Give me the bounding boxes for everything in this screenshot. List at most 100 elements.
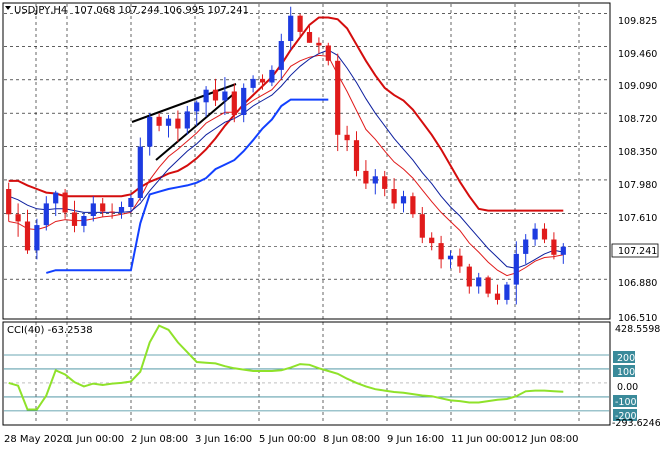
envelope-red-line (8, 16, 564, 212)
candle-body (551, 239, 557, 255)
candle-body (24, 221, 31, 251)
price-tick: 109.825 (618, 16, 657, 27)
price-tick: 109.460 (618, 49, 657, 60)
candle-body (212, 89, 219, 101)
candle-body (372, 176, 378, 184)
candle-body (344, 134, 350, 141)
candle-body (53, 192, 59, 204)
candle-body (363, 170, 369, 184)
price-tick: 107.610 (618, 213, 657, 224)
time-label: 5 Jun 00:00 (259, 434, 316, 445)
candle-body (410, 196, 416, 215)
time-label: 12 Jun 08:00 (515, 434, 579, 445)
candle-body (6, 189, 12, 215)
moving-average-red-line (8, 54, 564, 277)
candle-body (466, 266, 472, 287)
candle-body (278, 41, 284, 70)
candle-body (43, 203, 49, 226)
candle-body (494, 293, 501, 300)
candle-body (476, 277, 482, 287)
time-label: 11 Jun 00:00 (451, 434, 515, 445)
candle-body (165, 118, 172, 126)
price-axis: 109.825 109.460 109.090 108.720 108.350 … (611, 16, 659, 324)
ohlc-values: 107.068 107.244 106.995 107.241 (74, 5, 249, 16)
candle-body (297, 15, 303, 32)
time-label: 2 Jun 08:00 (131, 434, 188, 445)
candle-body (100, 203, 106, 212)
cci-label: CCI(40) -63.2538 (7, 325, 93, 336)
cci-line (8, 324, 564, 411)
candle-body (419, 214, 425, 238)
candle-body (137, 146, 143, 198)
candle-body (250, 78, 256, 88)
candle-body (316, 42, 322, 46)
cci-level-200-badge (613, 351, 635, 363)
candle-body (118, 207, 125, 213)
cci-level-minus200: -200 (615, 411, 637, 422)
candle-body (203, 89, 209, 103)
cci-level-minus100-badge (613, 395, 637, 407)
time-label: 8 Jun 08:00 (323, 434, 380, 445)
price-tick: 106.510 (618, 313, 657, 324)
price-tick: 108.720 (618, 114, 657, 125)
candle-body (156, 116, 162, 126)
candle-body (457, 255, 463, 267)
trendline-lower[interactable] (155, 91, 237, 161)
candle-body (175, 118, 181, 129)
candle-body (325, 45, 331, 61)
cci-level-100: 100 (617, 367, 635, 378)
time-label: 1 Jun 00:00 (67, 434, 124, 445)
grid (4, 4, 609, 424)
cci-level-lines (4, 354, 609, 412)
candle-body (81, 216, 87, 226)
main-chart-frame (2, 2, 611, 320)
candle-body (34, 225, 40, 251)
time-label: 9 Jun 16:00 (387, 434, 444, 445)
candle-body (353, 140, 360, 171)
price-tick: 106.880 (618, 278, 657, 289)
candle-body (128, 198, 134, 207)
cci-min: -293.6246 (612, 418, 660, 429)
candle-body (222, 91, 228, 101)
candle-body (382, 176, 388, 189)
candle-body (147, 116, 153, 147)
candle-body (523, 239, 529, 254)
candle-body (485, 277, 491, 294)
cci-level-100-badge (613, 365, 635, 377)
chart-header: USDJPY,H4 107.068 107.244 106.995 107.24… (5, 5, 249, 16)
candle-body (109, 211, 115, 213)
candle-body (513, 253, 519, 285)
cci-level-200: 200 (617, 353, 635, 364)
candle-body (438, 243, 444, 260)
moving-average-blue-line (8, 49, 564, 269)
candle-body (15, 214, 21, 222)
candle-body (194, 102, 200, 112)
candle-body (400, 196, 407, 204)
candle-body (269, 69, 275, 83)
candle-body (541, 228, 548, 240)
cci-axis: 428.5598 200 100 0.00 -100 -200 -293.624… (612, 324, 660, 429)
candle-body (335, 60, 341, 135)
candle-body (231, 91, 237, 115)
trendline-upper[interactable] (131, 83, 237, 123)
candle-body (62, 192, 68, 213)
candle-body (306, 32, 313, 43)
symbol-dropdown-icon[interactable] (5, 6, 11, 10)
cci-panel-frame (2, 321, 611, 426)
candle-body (391, 189, 397, 204)
current-price-marker (611, 243, 659, 258)
envelope-blue-line (46, 98, 329, 274)
cci-level-minus100: -100 (615, 397, 637, 408)
current-price-label: 107.241 (618, 246, 657, 257)
price-tick: 109.090 (618, 81, 657, 92)
time-label: 28 May 2020 (4, 434, 69, 445)
candle-body (560, 246, 566, 255)
candles (6, 6, 566, 305)
cci-level-zero: 0.00 (617, 382, 638, 393)
candle-body (184, 111, 190, 129)
candle-body (429, 237, 435, 244)
candle-body (71, 212, 78, 226)
candle-body (259, 78, 266, 83)
candle-body (90, 203, 96, 216)
